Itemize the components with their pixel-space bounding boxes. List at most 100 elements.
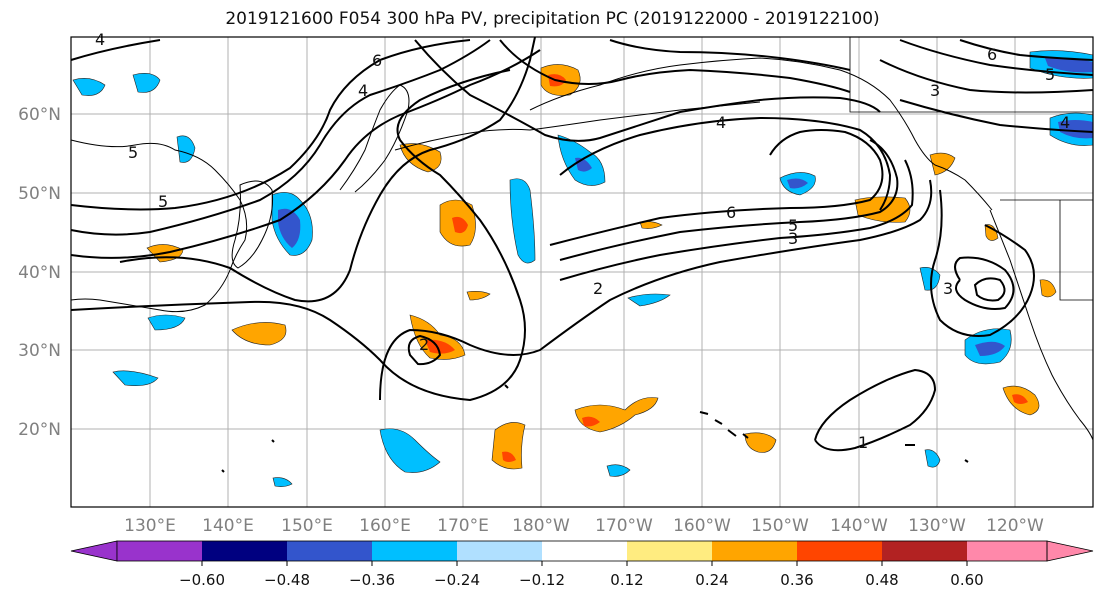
colorbar-swatch [457,541,542,561]
contour-label: 5 [158,192,168,211]
pv-contour [70,39,161,61]
lat-label: 60°N [18,105,61,125]
lon-label: 160°W [673,516,731,536]
map-panel: 4 6 4 5 5 6 5 3 2 2 1 3 4 3 6 5 4 [70,30,1094,508]
colorbar-swatch [882,541,967,561]
contour-label: 3 [788,229,798,248]
colorbar-swatch [712,541,797,561]
contour-label: 4 [1060,113,1070,132]
colorbar-max-arrow [1046,540,1094,562]
lat-label: 50°N [18,184,61,204]
pv-contour [70,39,471,211]
lon-label: 130°W [908,516,966,536]
colorbar-tick-label: −0.60 [179,571,225,589]
graticule [71,37,1093,507]
precip-negative-patch [787,178,808,189]
contour-label: 1 [858,433,868,452]
precip-positive-patch [1012,394,1028,404]
lon-label: 160°E [359,516,411,536]
precip-positive-patch [744,432,777,453]
lat-label: 30°N [18,341,61,361]
lon-label: 170°W [595,516,653,536]
precip-positive-patch [466,291,491,301]
colorbar-tick-label: 0.60 [950,571,983,589]
precip-positive-patch [984,224,999,241]
contour-label: 3 [943,279,953,298]
precip-positive-patch [1039,279,1057,298]
precip-negative-patch [975,341,1005,356]
colorbar-swatch [202,541,287,561]
precip-negative-patch [176,135,196,163]
contour-label: 2 [419,335,429,354]
pv-contour [559,159,914,281]
pv-contours [70,36,1094,452]
pv-contour [609,39,851,71]
precip-positive-patch [231,322,287,346]
pv-contour [879,59,1094,94]
pv-contour [407,334,442,366]
contour-label: 4 [358,81,368,100]
precip-negative-patch [132,73,161,93]
precip-negative-patch [509,178,536,264]
coastlines [70,37,1094,473]
lat-label: 20°N [18,420,61,440]
colorbar-swatch [627,541,712,561]
contour-label: 2 [593,279,603,298]
colorbar-tick-label: 0.24 [695,571,728,589]
pv-contour [814,368,937,452]
pv-contour [379,179,933,401]
contour-label: 5 [128,143,138,162]
precip-negative-patch [919,267,941,291]
colorbar-swatch [542,541,627,561]
precip-negative-patch [72,78,106,96]
pv-contour [70,39,491,236]
precip-positive-patch [491,422,526,470]
colorbar-swatch [797,541,882,561]
japan-coast [231,180,273,269]
lon-label: 180°W [512,516,570,536]
pv-contour [499,39,851,93]
lon-label: 150°E [281,516,333,536]
colorbar-tick-label: −0.36 [349,571,395,589]
precip-negative-patch [924,449,941,468]
colorbar-swatch [967,541,1047,561]
precip-negative-patch [1058,120,1093,139]
positive-precip-anomalies [146,64,1057,470]
alaska-coast [529,57,993,211]
pv-contour [559,139,899,261]
precip-positive-patch [452,216,468,234]
contour-label: 5 [1045,65,1055,84]
precip-negative-patch [112,370,159,386]
pv-contour [954,256,1015,310]
pv-contour [559,116,892,211]
longitude-labels: 130°E 140°E 150°E 160°E 170°E 180°W 170°… [124,516,1044,536]
precip-negative-patch [627,293,671,307]
precip-positive-patch [425,339,455,354]
colorbar-tick-label: 0.12 [610,571,643,589]
colorbar-tick-label: 0.36 [780,571,813,589]
contour-label: 6 [987,45,997,64]
pv-contour [119,36,536,303]
lon-label: 170°E [437,516,489,536]
map-title: 2019121600 F054 300 hPa PV, precipitatio… [225,9,880,29]
pv-contour [973,277,1006,302]
lon-label: 140°E [202,516,254,536]
precip-negative-patch [1045,57,1093,73]
colorbar-tick-label: −0.12 [519,571,565,589]
lon-label: 150°W [751,516,809,536]
contour-labels: 4 6 4 5 5 6 5 3 2 2 1 3 4 3 6 5 4 [95,30,1070,452]
precip-negative-patch [272,477,293,487]
colorbar-swatch [372,541,457,561]
precip-negative-patch [147,314,186,331]
asia-coast [70,139,248,313]
precip-positive-patch [502,451,516,462]
contour-label: 4 [716,113,726,132]
lon-label: 120°W [986,516,1044,536]
aleutian-chain [394,101,761,151]
hawaii-islands [699,411,749,439]
colorbar-tick-label: −0.24 [434,571,480,589]
north-america-coast [989,209,1094,441]
contour-label: 5 [788,216,798,235]
pv-contour [959,39,1094,61]
colorbar-tick-label: −0.48 [264,571,310,589]
